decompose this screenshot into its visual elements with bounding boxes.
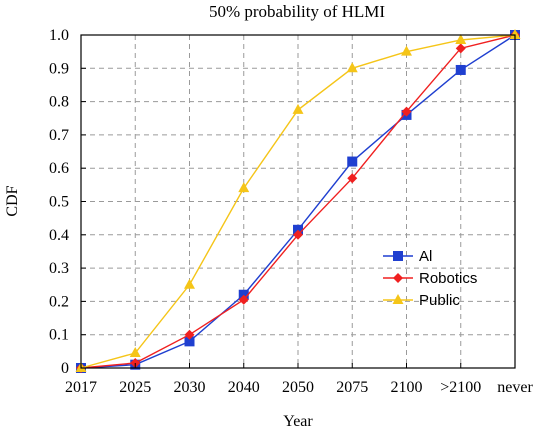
legend-label-public: Public <box>419 292 460 309</box>
data-point-al <box>184 336 195 347</box>
y-tick-label: 0.1 <box>49 327 69 344</box>
data-point-public <box>238 182 250 193</box>
data-point-robotics <box>455 43 466 54</box>
x-tick-label: 2075 <box>336 379 368 396</box>
x-axis-label: Year <box>283 413 313 430</box>
data-point-public <box>455 33 467 44</box>
x-tick-label: 2025 <box>119 379 151 396</box>
ticks: 2017 2025 2030 2040 2050 2075 2100 >2100 never 0 0… <box>49 27 533 396</box>
x-tick-label: 2050 <box>282 379 314 396</box>
data-point-public <box>346 62 358 73</box>
data-point-robotics <box>293 229 303 240</box>
data-point-al <box>455 64 466 75</box>
y-tick-label: 0.3 <box>49 260 69 277</box>
legend-label-robotics: Robotics <box>419 270 477 287</box>
data-point-robotics <box>347 173 358 184</box>
data-point-robotics <box>401 106 412 117</box>
y-tick-label: 0.9 <box>49 60 69 77</box>
y-tick-label: 0.6 <box>49 160 69 177</box>
x-tick-label: never <box>497 379 533 396</box>
y-axis-label: CDF <box>4 185 21 216</box>
data-point-public <box>401 45 412 56</box>
y-tick-label: 0.5 <box>49 194 69 211</box>
x-tick-label: 2100 <box>391 379 423 396</box>
data-point-public <box>509 29 521 39</box>
y-tick-label: 0.7 <box>49 127 69 144</box>
y-tick-label: 0 <box>61 360 69 377</box>
grid <box>81 35 515 368</box>
y-tick-label: 0.4 <box>49 227 69 244</box>
data-point-public <box>292 103 304 114</box>
y-tick-label: 0.8 <box>49 94 69 111</box>
x-tick-label: >2100 <box>440 379 481 396</box>
y-tick-label: 0.2 <box>49 293 69 310</box>
data-point-robotics <box>238 294 249 305</box>
legend-marker-public <box>392 294 404 304</box>
data-point-al <box>347 156 358 167</box>
y-tick-label: 1.0 <box>49 27 69 44</box>
x-tick-label: 2017 <box>65 379 97 396</box>
x-tick-label: 2030 <box>174 379 206 396</box>
legend-marker-al <box>393 251 403 261</box>
legend-label-al: Al <box>419 248 432 265</box>
x-tick-label: 2040 <box>228 379 260 396</box>
data-point-public <box>184 278 195 289</box>
legend: Al Robotics Public <box>383 248 477 309</box>
data-point-public <box>129 347 141 358</box>
legend-marker-robotics <box>393 273 403 283</box>
chart-title: 50% probability of HLMI <box>209 2 385 21</box>
data-point-robotics <box>184 329 195 340</box>
